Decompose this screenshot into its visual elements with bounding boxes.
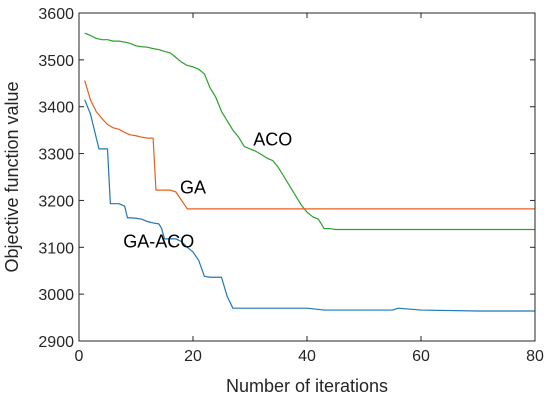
x-tick-label: 0 [75,348,84,365]
y-tick-label: 3400 [38,100,74,117]
y-tick-label: 3100 [38,240,74,257]
plot-lines [84,32,535,312]
y-tick-label: 3500 [38,53,74,70]
annotation-ga-aco: GA-ACO [123,232,194,252]
y-tick-label: 2900 [38,334,74,351]
x-tick-label: 80 [526,348,544,365]
x-tick-label: 20 [184,348,202,365]
annotation-ga: GA [180,177,206,197]
x-tick-label: 40 [298,348,316,365]
series-line-ga [84,80,535,210]
y-tick-label: 3600 [38,6,74,23]
x-axis-ticks: 0 20 40 60 80 [75,13,544,365]
y-tick-label: 3200 [38,193,74,210]
series-annotations: ACO GA GA-ACO [123,130,292,252]
y-tick-label: 3000 [38,287,74,304]
x-axis-label: Number of iterations [226,376,388,396]
y-axis-label: Objective function value [2,81,22,272]
y-axis-ticks: 2900 3000 3100 3200 3300 3400 3500 3600 [38,6,535,351]
y-tick-label: 3300 [38,147,74,164]
x-tick-label: 60 [412,348,430,365]
plot-frame [78,12,536,342]
series-line-aco [84,32,535,231]
annotation-aco: ACO [253,130,292,150]
series-line-ga-aco [84,99,535,312]
